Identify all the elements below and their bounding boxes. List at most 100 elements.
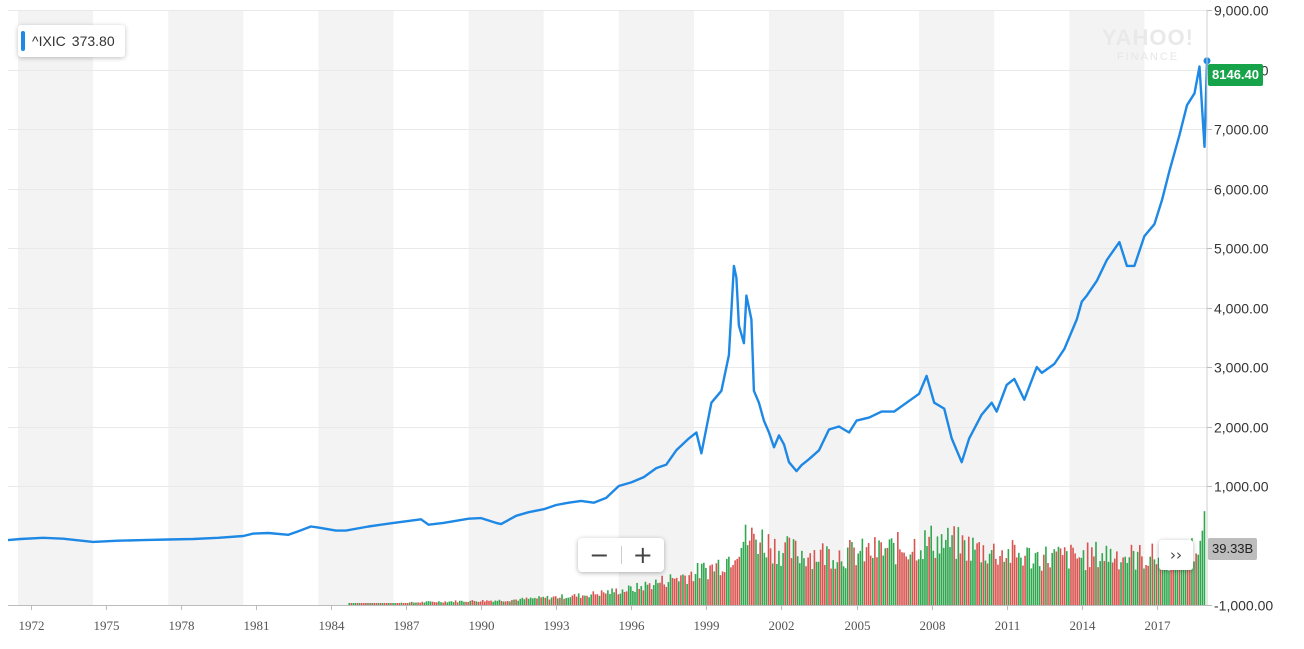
volume-bar: [375, 603, 378, 605]
volume-bar: [723, 572, 726, 605]
volume-bar: [1141, 556, 1143, 605]
volume-bar: [855, 565, 857, 605]
volume-bar: [1007, 549, 1010, 605]
volume-bar: [759, 542, 761, 605]
y-axis: 1,000.00 2,000.00 3,000.00 4,000.00 5,000.00…: [1206, 3, 1273, 614]
volume-bar: [1028, 547, 1031, 605]
volume-bar: [469, 600, 472, 605]
volume-bar: [1088, 567, 1091, 605]
volume-bar: [598, 595, 601, 605]
volume-bar: [813, 550, 816, 605]
volume-bar: [1164, 568, 1166, 605]
volume-bar: [884, 548, 887, 605]
volume-bar: [648, 583, 651, 605]
volume-bar: [1053, 549, 1056, 605]
volume-bar: [1065, 551, 1068, 605]
volume-bar: [1047, 562, 1049, 605]
volume-bar: [934, 557, 937, 605]
volume-bar: [621, 589, 624, 605]
volume-bar: [546, 595, 549, 605]
volume-bar: [429, 601, 432, 605]
volume-bar: [425, 601, 428, 605]
volume-bar: [575, 596, 578, 605]
volume-bar: [995, 558, 997, 605]
volume-bar: [373, 603, 376, 605]
volume-bar: [1126, 562, 1129, 605]
volume-bar: [763, 552, 766, 605]
volume-bar: [494, 600, 497, 605]
volume-bar: [1155, 564, 1158, 605]
volume-bar: [442, 602, 444, 605]
x-tick-label: 1999: [694, 618, 720, 633]
x-tick-label: 1990: [469, 618, 495, 633]
volume-bar: [861, 538, 864, 605]
volume-bar: [1020, 557, 1022, 605]
volume-bar: [400, 602, 403, 605]
series-legend[interactable]: ^IXIC 373.80: [18, 25, 125, 57]
volume-bar: [817, 561, 820, 605]
volume-bar: [986, 563, 989, 605]
volume-bar: [926, 546, 928, 605]
volume-bar: [997, 564, 999, 605]
volume-bar: [1080, 557, 1083, 605]
volume-bar: [644, 581, 647, 605]
volume-bar: [888, 539, 891, 605]
volume-bar: [1011, 540, 1014, 605]
volume-bar: [1101, 553, 1104, 605]
volume-bar: [1099, 561, 1101, 605]
volume-bar: [1182, 544, 1185, 605]
volume-bar: [444, 601, 446, 605]
volume-bar: [473, 600, 476, 605]
volume-bar: [396, 603, 399, 605]
volume-bar: [678, 581, 680, 605]
volume-bar: [427, 601, 430, 605]
volume-bar: [1015, 557, 1018, 605]
volume-bar: [794, 540, 797, 605]
volume-bar: [567, 597, 570, 605]
volume-bar: [632, 590, 634, 605]
volume-bar: [790, 558, 793, 605]
volume-bar: [636, 582, 638, 605]
volume-bar: [352, 603, 355, 605]
volume-bar: [542, 596, 545, 605]
volume-bar: [544, 597, 547, 605]
volume-bar: [659, 582, 661, 605]
volume-bar: [809, 553, 812, 605]
volume-bar: [976, 543, 978, 605]
x-tick-label: 1987: [394, 618, 421, 633]
volume-bar: [711, 564, 713, 605]
volume-bar: [502, 601, 505, 605]
volume-bar: [692, 581, 695, 605]
volume-bar: [917, 559, 920, 605]
volume-bar: [388, 603, 390, 605]
volume-bar: [550, 597, 553, 605]
volume-bar: [354, 603, 357, 605]
volume-bar: [1120, 562, 1122, 605]
volume-bar: [1063, 547, 1066, 605]
volume-bar: [721, 571, 724, 605]
volume-bar: [540, 597, 542, 605]
volume-bar: [1174, 550, 1177, 605]
volume-bar: [826, 546, 828, 605]
volume-bar: [730, 567, 732, 605]
volume-bar: [600, 590, 603, 605]
year-band: [168, 10, 244, 605]
volume-bar: [582, 595, 584, 605]
volume-bar: [1013, 544, 1016, 605]
chevron-right-icon[interactable]: ››: [1159, 540, 1193, 570]
volume-bar: [496, 600, 499, 605]
x-tick-label: 2008: [920, 618, 946, 633]
volume-bar: [557, 598, 559, 605]
volume-bar: [1145, 564, 1147, 605]
volume-bar: [630, 586, 632, 605]
volume-bar: [907, 559, 910, 605]
zoom-out-button[interactable]: −: [589, 541, 610, 569]
volume-bar: [880, 542, 882, 605]
volume-bar: [1036, 551, 1039, 605]
volume-bar: [930, 525, 933, 605]
volume-bar: [569, 597, 572, 605]
x-tick-label: 1978: [169, 618, 195, 633]
zoom-in-button[interactable]: +: [632, 541, 653, 569]
volume-tag: 39.33B: [1208, 538, 1258, 560]
volume-bar: [1095, 541, 1097, 605]
